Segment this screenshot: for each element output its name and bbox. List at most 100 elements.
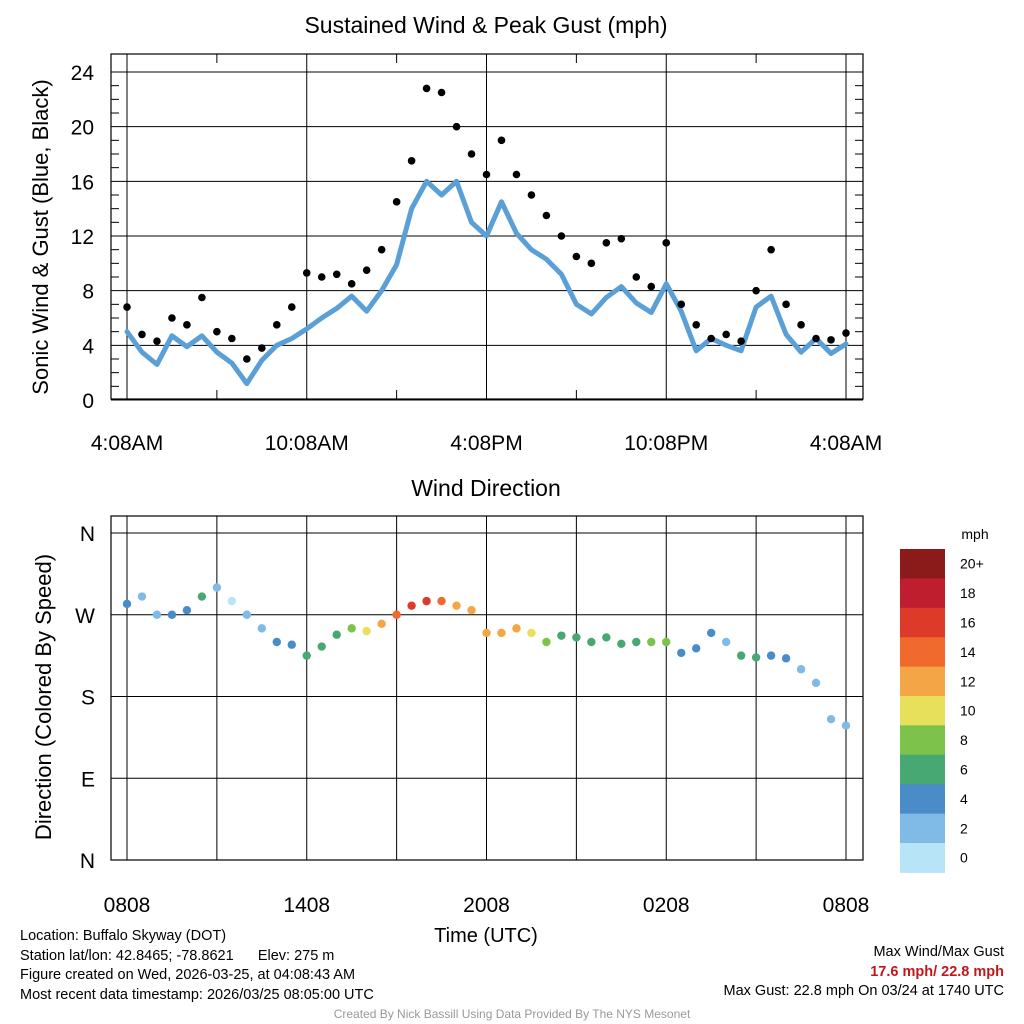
gust-point bbox=[542, 211, 551, 220]
top-x-tick-label: 4:08AM bbox=[91, 432, 163, 455]
direction-point bbox=[796, 665, 806, 674]
top-y-tick-label: 12 bbox=[71, 226, 94, 249]
direction-point bbox=[392, 610, 401, 619]
gust-point bbox=[722, 330, 730, 339]
direction-point bbox=[602, 633, 611, 642]
direction-point bbox=[811, 678, 821, 688]
direction-point bbox=[572, 633, 581, 642]
top-x-tick-label: 10:08AM bbox=[265, 432, 349, 455]
colorbar-label: 6 bbox=[960, 762, 968, 778]
direction-point bbox=[587, 637, 596, 647]
gust-point bbox=[632, 273, 641, 281]
bottom-x-tick-label: 1408 bbox=[283, 894, 330, 917]
gust-point bbox=[183, 321, 191, 329]
gust-point bbox=[557, 232, 566, 240]
gust-point bbox=[827, 336, 835, 344]
gust-point bbox=[497, 136, 506, 145]
gust-point bbox=[452, 122, 461, 131]
max-info: Max Wind/Max Gust 17.6 mph/ 22.8 mph Max… bbox=[724, 943, 1004, 1002]
bottom-chart-xlabel: Time (UTC) bbox=[434, 925, 538, 947]
gust-point bbox=[332, 270, 341, 279]
direction-point bbox=[242, 610, 252, 619]
credit-text: Created By Nick Bassill Using Data Provi… bbox=[333, 1007, 691, 1021]
direction-point bbox=[212, 583, 222, 592]
bottom-chart-frame bbox=[110, 515, 864, 861]
bottom-chart-title: Wind Direction bbox=[411, 475, 561, 501]
gust-point bbox=[647, 282, 656, 291]
direction-point bbox=[736, 651, 746, 660]
top-chart-ylabel: Sonic Wind & Gust (Blue, Black) bbox=[28, 79, 53, 394]
direction-point bbox=[302, 651, 311, 660]
gust-point bbox=[228, 334, 236, 343]
location-text: Location: Buffalo Skyway (DOT) bbox=[20, 928, 227, 944]
colorbar-swatch bbox=[900, 725, 945, 756]
colorbar-label: 16 bbox=[960, 615, 976, 631]
top-chart-grid bbox=[111, 54, 863, 401]
gust-point bbox=[602, 239, 611, 247]
gust-point bbox=[467, 150, 476, 158]
gust-point bbox=[797, 321, 805, 329]
direction-point bbox=[467, 606, 476, 615]
direction-point bbox=[272, 637, 281, 647]
gust-point bbox=[587, 259, 596, 268]
direction-point bbox=[721, 637, 731, 647]
direction-point bbox=[781, 654, 791, 663]
direction-point bbox=[422, 596, 431, 606]
direction-point bbox=[662, 637, 671, 647]
created-text: Figure created on Wed, 2026-03-25, at 04… bbox=[20, 967, 356, 983]
bottom-y-tick-label: S bbox=[81, 687, 95, 710]
top-chart-title: Sustained Wind & Peak Gust (mph) bbox=[304, 12, 667, 38]
colorbar-swatch bbox=[900, 637, 945, 668]
gust-point bbox=[767, 245, 775, 254]
colorbar-swatch bbox=[900, 607, 945, 638]
direction-point bbox=[617, 639, 626, 649]
elev-text: Elev: 275 m bbox=[257, 947, 335, 964]
colorbar-swatch bbox=[900, 578, 945, 609]
direction-point bbox=[287, 640, 296, 649]
direction-point bbox=[407, 601, 416, 610]
direction-point bbox=[137, 592, 147, 601]
direction-point bbox=[482, 628, 491, 638]
gust-point bbox=[692, 321, 701, 329]
gust-point bbox=[437, 88, 446, 97]
direction-point bbox=[257, 624, 267, 633]
colorbar-label: 20+ bbox=[960, 556, 984, 572]
colorbar-label: 4 bbox=[960, 791, 968, 807]
gust-point bbox=[213, 327, 221, 336]
colorbar-swatch bbox=[900, 754, 945, 785]
gust-point bbox=[752, 286, 760, 295]
max-values: 17.6 mph/ 22.8 mph bbox=[870, 963, 1004, 980]
bottom-y-tick-label: E bbox=[81, 768, 95, 791]
bottom-chart-grid bbox=[111, 516, 863, 861]
colorbar-label: 8 bbox=[960, 732, 968, 748]
colorbar-swatch bbox=[900, 784, 945, 815]
direction-point bbox=[706, 628, 716, 638]
direction-point bbox=[677, 648, 686, 658]
latlon-row: Station lat/lon: 42.8465; -78.8621 Elev:… bbox=[20, 947, 374, 967]
direction-point bbox=[122, 599, 132, 609]
colorbar-swatch bbox=[900, 696, 945, 726]
colorbar-swatch bbox=[900, 549, 945, 579]
max-label: Max Wind/Max Gust bbox=[873, 944, 1004, 960]
bottom-chart-series bbox=[122, 583, 851, 730]
gust-point bbox=[347, 280, 356, 288]
gust-point bbox=[258, 344, 266, 352]
direction-point bbox=[557, 631, 566, 640]
gust-point bbox=[662, 239, 671, 247]
top-chart-series bbox=[123, 84, 850, 387]
direction-point bbox=[377, 619, 386, 629]
colorbar-swatch bbox=[900, 843, 945, 873]
spacer bbox=[234, 948, 258, 964]
colorbar-label: 12 bbox=[960, 673, 976, 689]
direction-point bbox=[632, 637, 641, 647]
station-info: Location: Buffalo Skyway (DOT) Station l… bbox=[20, 927, 374, 1005]
colorbar-label: 0 bbox=[960, 850, 968, 866]
recent-data-text: Most recent data timestamp: 2026/03/25 0… bbox=[20, 986, 374, 1003]
gust-point bbox=[617, 234, 626, 243]
bottom-y-tick-label: N bbox=[80, 850, 95, 873]
gust-point bbox=[782, 300, 790, 309]
top-y-tick-label: 24 bbox=[71, 62, 95, 85]
gust-point bbox=[138, 330, 146, 339]
top-y-tick-label: 20 bbox=[71, 117, 94, 140]
